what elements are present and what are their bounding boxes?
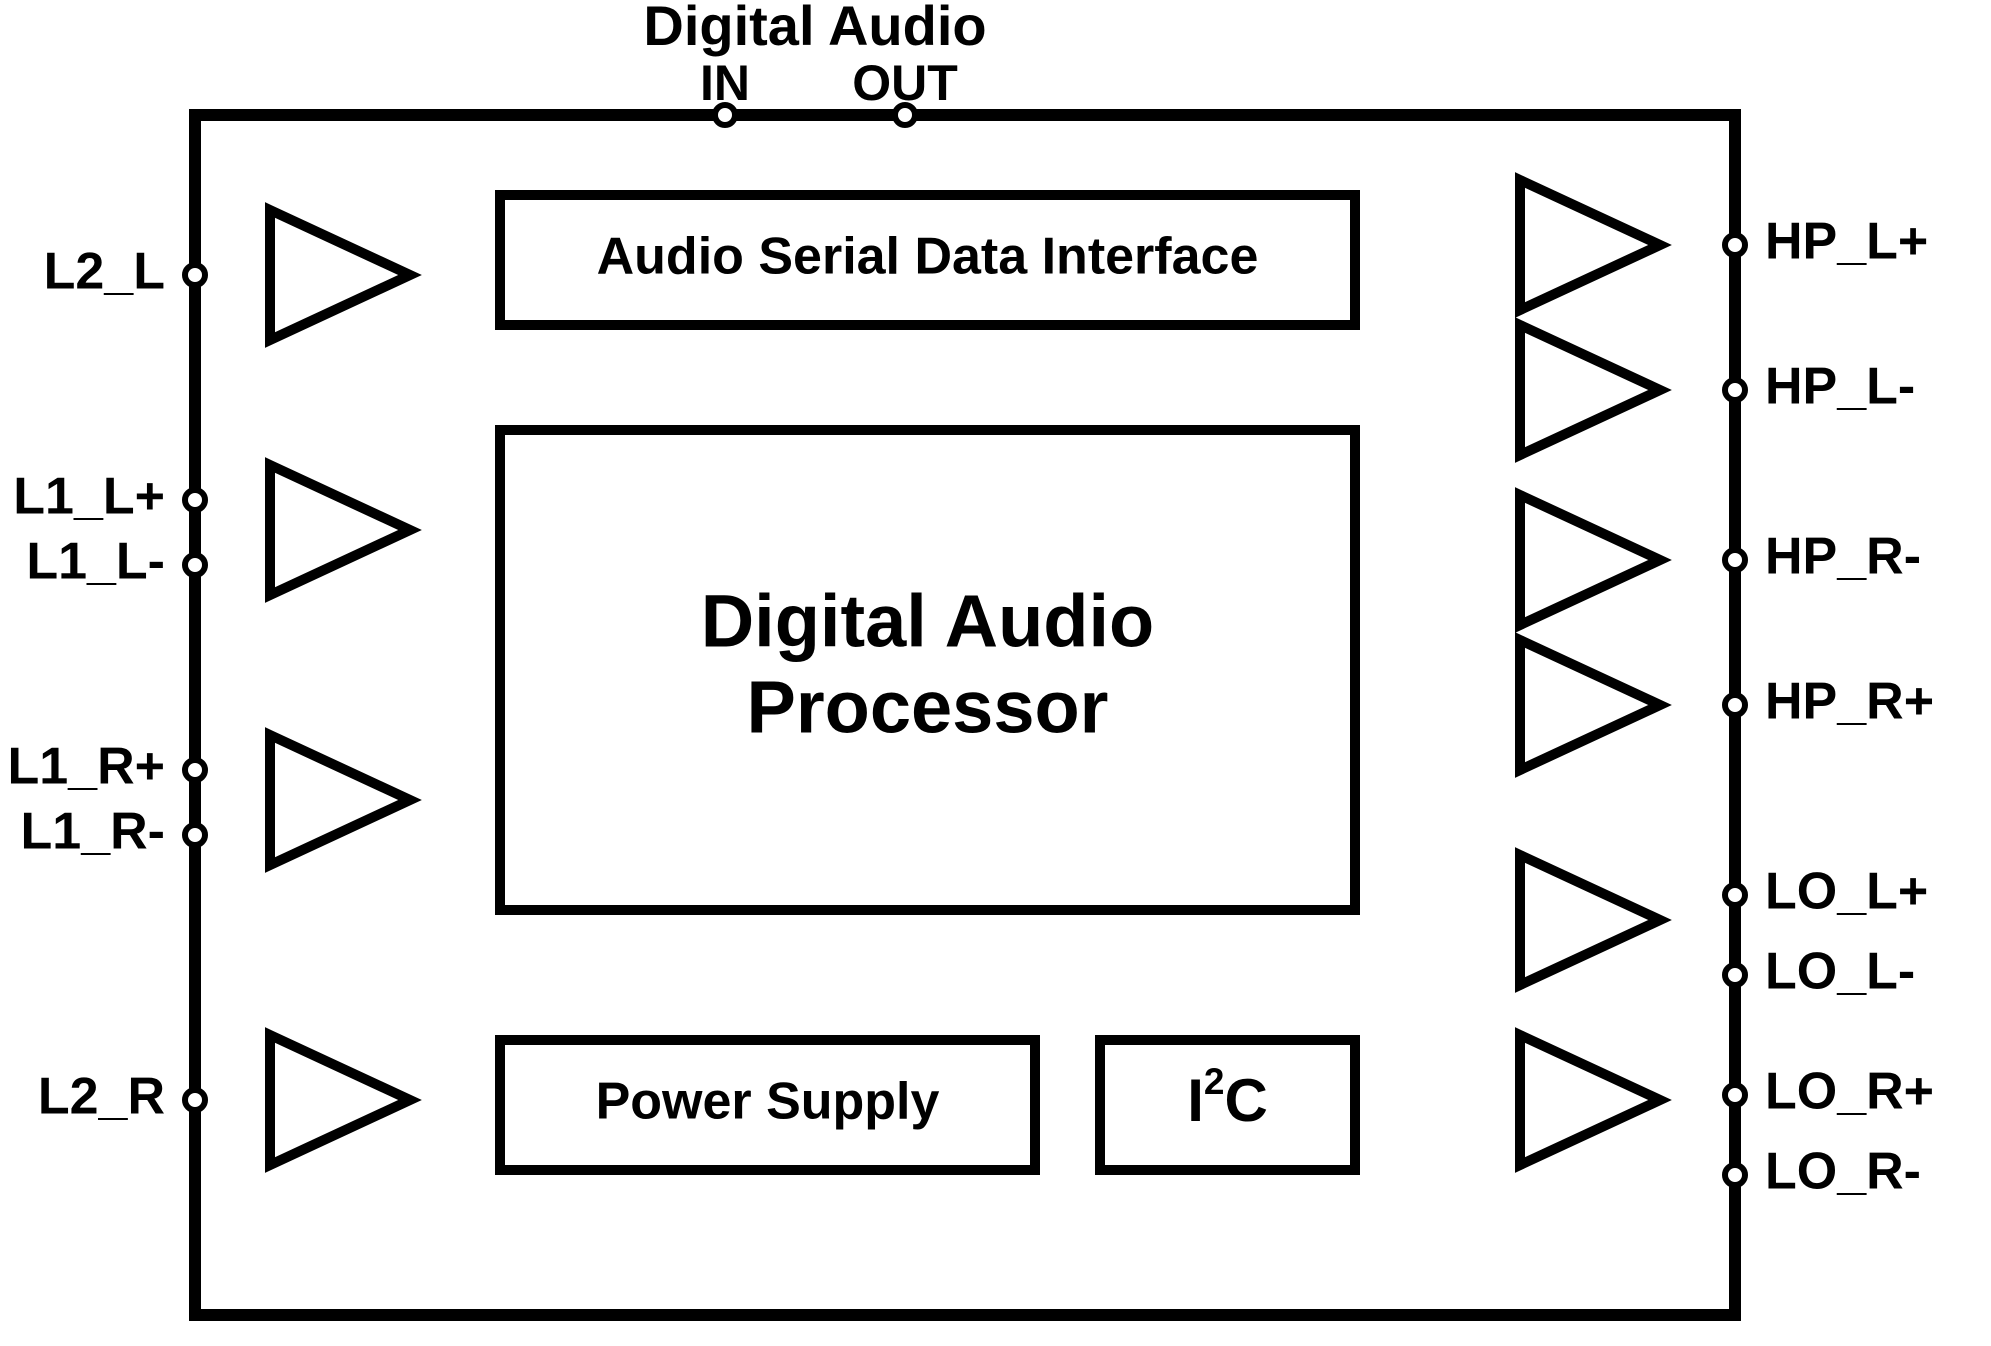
right-pin-4 — [1725, 885, 1745, 905]
block-dap-label-1: Processor — [747, 666, 1109, 749]
right-amp-3 — [1520, 640, 1660, 770]
left-pin-5 — [185, 1090, 205, 1110]
left-pin-2 — [185, 555, 205, 575]
left-amp-2 — [270, 735, 410, 865]
left-pin-label-1: L1_L+ — [13, 468, 165, 526]
right-pin-6 — [1725, 1085, 1745, 1105]
top-pin-0 — [715, 105, 735, 125]
right-amp-5 — [1520, 1035, 1660, 1165]
right-pin-label-0: HP_L+ — [1765, 213, 1928, 271]
right-pin-1 — [1725, 380, 1745, 400]
right-pin-label-7: LO_R- — [1765, 1143, 1921, 1201]
block-i2c-label: I2C — [1187, 1061, 1268, 1134]
digital-audio-title: Digital Audio — [643, 0, 986, 57]
left-amp-1 — [270, 465, 410, 595]
right-pin-label-2: HP_R- — [1765, 528, 1921, 586]
left-pin-3 — [185, 760, 205, 780]
left-amp-3 — [270, 1035, 410, 1165]
block-asdi-label-0: Audio Serial Data Interface — [597, 228, 1259, 286]
left-pin-label-4: L1_R- — [21, 803, 165, 861]
left-pin-label-0: L2_L — [44, 243, 165, 301]
left-pin-label-2: L1_L- — [26, 533, 165, 591]
right-pin-7 — [1725, 1165, 1745, 1185]
block-diagram: Digital AudioINOUTAudio Serial Data Inte… — [0, 0, 1991, 1346]
right-amp-4 — [1520, 855, 1660, 985]
block-dap-label-0: Digital Audio — [701, 580, 1155, 663]
left-pin-label-3: L1_R+ — [7, 738, 165, 796]
right-pin-label-6: LO_R+ — [1765, 1063, 1934, 1121]
right-pin-0 — [1725, 235, 1745, 255]
left-pin-4 — [185, 825, 205, 845]
left-pin-1 — [185, 490, 205, 510]
right-pin-label-5: LO_L- — [1765, 943, 1915, 1001]
right-pin-label-3: HP_R+ — [1765, 673, 1934, 731]
right-amp-0 — [1520, 180, 1660, 310]
block-ps-label-0: Power Supply — [596, 1073, 940, 1131]
left-pin-label-5: L2_R — [38, 1068, 165, 1126]
right-amp-1 — [1520, 325, 1660, 455]
right-pin-5 — [1725, 965, 1745, 985]
right-amp-2 — [1520, 495, 1660, 625]
right-pin-label-1: HP_L- — [1765, 358, 1915, 416]
left-amp-0 — [270, 210, 410, 340]
right-pin-2 — [1725, 550, 1745, 570]
right-pin-label-4: LO_L+ — [1765, 863, 1928, 921]
top-pin-1 — [895, 105, 915, 125]
left-pin-0 — [185, 265, 205, 285]
right-pin-3 — [1725, 695, 1745, 715]
